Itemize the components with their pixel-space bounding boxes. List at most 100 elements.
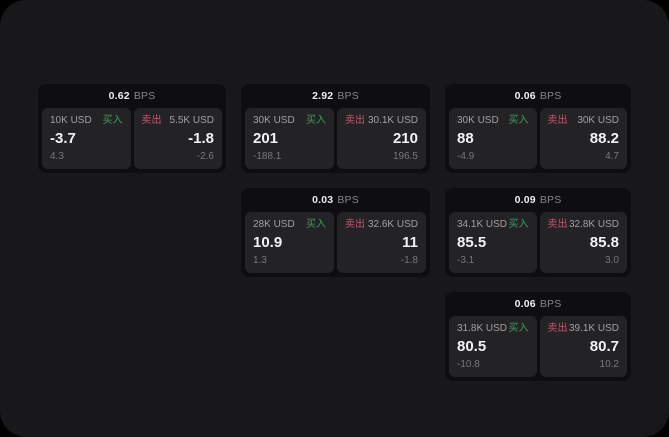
buy-tag: 买入 <box>508 323 529 334</box>
buy-amount-label: 10K USD <box>50 115 92 126</box>
buy-panel-top: 10K USD 买入 <box>50 115 123 127</box>
sell-panel[interactable]: 卖出 30K USD 88.2 4.7 <box>539 108 627 169</box>
buy-panel-top: 34.1K USD 买入 <box>457 219 529 231</box>
sell-value: 210 <box>392 130 418 147</box>
bps-unit-label: BPS <box>539 90 562 102</box>
card-body: 10K USD 买入 -3.7 4.3 卖出 5.5K USD -1.8 -2.… <box>38 108 226 173</box>
quote-card: 0.06 BPS 30K USD 买入 88 -4.9 卖出 <box>445 84 631 173</box>
sell-tag: 卖出 <box>547 115 568 126</box>
bps-value: 0.06 <box>514 298 536 310</box>
bps-unit-label: BPS <box>539 298 562 310</box>
buy-panel[interactable]: 28K USD 买入 10.9 1.3 <box>245 212 334 273</box>
buy-tag: 买入 <box>306 219 326 230</box>
buy-sub-value: 4.3 <box>50 151 64 162</box>
card-body: 31.8K USD 买入 80.5 -10.8 卖出 39.1K USD 80.… <box>445 316 631 381</box>
bps-unit-label: BPS <box>539 194 562 206</box>
buy-tag: 买入 <box>508 115 529 126</box>
buy-value: 85.5 <box>457 234 487 251</box>
sell-amount-label: 30.1K USD <box>367 115 418 126</box>
sell-panel[interactable]: 卖出 32.8K USD 85.8 3.0 <box>539 212 627 273</box>
bps-unit-label: BPS <box>337 90 359 102</box>
buy-panel-top: 30K USD 买入 <box>253 115 326 127</box>
sell-panel[interactable]: 卖出 30.1K USD 210 196.5 <box>337 108 426 169</box>
sell-panel-top: 卖出 30K USD <box>548 115 620 127</box>
buy-amount-label: 30K USD <box>457 115 499 126</box>
card-header: 0.62 BPS <box>38 84 226 108</box>
card-header: 0.06 BPS <box>445 84 631 108</box>
sell-amount-label: 30K USD <box>577 115 619 126</box>
buy-panel-top: 31.8K USD 买入 <box>457 323 529 335</box>
bps-value: 2.92 <box>312 90 334 102</box>
sell-tag: 卖出 <box>345 115 365 126</box>
bps-value: 0.06 <box>514 90 536 102</box>
buy-panel[interactable]: 31.8K USD 买入 80.5 -10.8 <box>449 316 537 377</box>
buy-value: 201 <box>253 130 279 147</box>
card-header: 0.03 BPS <box>241 188 430 212</box>
bps-unit-label: BPS <box>337 194 359 206</box>
buy-value: 10.9 <box>253 234 283 251</box>
buy-panel[interactable]: 30K USD 买入 88 -4.9 <box>449 108 537 169</box>
quote-card: 0.03 BPS 28K USD 买入 10.9 1.3 卖出 <box>241 188 430 277</box>
buy-panel-top: 30K USD 买入 <box>457 115 529 127</box>
buy-amount-label: 34.1K USD <box>457 219 508 230</box>
sell-sub-value: -1.8 <box>400 255 418 266</box>
buy-value: 88 <box>457 130 474 147</box>
quote-card: 0.62 BPS 10K USD 买入 -3.7 4.3 卖出 <box>38 84 226 173</box>
sell-amount-label: 32.8K USD <box>568 219 619 230</box>
card-body: 34.1K USD 买入 85.5 -3.1 卖出 32.8K USD 85.8… <box>445 212 631 277</box>
sell-value: 88.2 <box>589 130 619 147</box>
card-header: 0.06 BPS <box>445 292 631 316</box>
sell-panel[interactable]: 卖出 39.1K USD 80.7 10.2 <box>539 316 627 377</box>
quote-card-grid: 0.62 BPS 10K USD 买入 -3.7 4.3 卖出 <box>38 84 631 381</box>
buy-sub-value: -4.9 <box>457 151 475 162</box>
sell-value: -1.8 <box>188 130 214 147</box>
buy-sub-value: 1.3 <box>253 255 267 266</box>
buy-sub-value: -188.1 <box>253 151 282 162</box>
buy-panel[interactable]: 30K USD 买入 201 -188.1 <box>245 108 334 169</box>
sell-panel-top: 卖出 32.8K USD <box>548 219 620 231</box>
buy-sub-value: -3.1 <box>457 255 475 266</box>
sell-sub-value: 3.0 <box>605 255 619 266</box>
buy-panel[interactable]: 10K USD 买入 -3.7 4.3 <box>42 108 131 169</box>
buy-panel[interactable]: 34.1K USD 买入 85.5 -3.1 <box>449 212 537 273</box>
card-body: 30K USD 买入 201 -188.1 卖出 30.1K USD 210 1… <box>241 108 430 173</box>
quote-card: 2.92 BPS 30K USD 买入 201 -188.1 卖出 <box>241 84 430 173</box>
bps-value: 0.62 <box>108 90 130 102</box>
buy-panel-top: 28K USD 买入 <box>253 219 326 231</box>
sell-amount-label: 39.1K USD <box>568 323 619 334</box>
buy-amount-label: 30K USD <box>253 115 295 126</box>
quote-card: 0.06 BPS 31.8K USD 买入 80.5 -10.8 卖 <box>445 292 631 381</box>
card-body: 30K USD 买入 88 -4.9 卖出 30K USD 88.2 4.7 <box>445 108 631 173</box>
card-body: 28K USD 买入 10.9 1.3 卖出 32.6K USD 11 -1.8 <box>241 212 430 277</box>
sell-tag: 卖出 <box>547 219 568 230</box>
sell-sub-value: 196.5 <box>392 151 418 162</box>
buy-tag: 买入 <box>508 219 529 230</box>
sell-panel-top: 卖出 30.1K USD <box>345 115 418 127</box>
sell-amount-label: 32.6K USD <box>367 219 418 230</box>
sell-tag: 卖出 <box>345 219 365 230</box>
buy-value: -3.7 <box>50 130 76 147</box>
sell-panel-top: 卖出 39.1K USD <box>548 323 620 335</box>
buy-value: 80.5 <box>457 338 487 355</box>
buy-amount-label: 28K USD <box>253 219 295 230</box>
buy-tag: 买入 <box>306 115 326 126</box>
buy-amount-label: 31.8K USD <box>457 323 508 334</box>
sell-tag: 卖出 <box>547 323 568 334</box>
sell-panel-top: 卖出 32.6K USD <box>345 219 418 231</box>
card-header: 2.92 BPS <box>241 84 430 108</box>
quote-card: 0.09 BPS 34.1K USD 买入 85.5 -3.1 卖出 <box>445 188 631 277</box>
sell-sub-value: 10.2 <box>599 359 619 370</box>
sell-panel[interactable]: 卖出 32.6K USD 11 -1.8 <box>337 212 426 273</box>
bps-value: 0.03 <box>312 194 334 206</box>
sell-value: 80.7 <box>589 338 619 355</box>
sell-panel[interactable]: 卖出 5.5K USD -1.8 -2.6 <box>133 108 222 169</box>
sell-value: 85.8 <box>589 234 619 251</box>
sell-value: 11 <box>402 234 418 251</box>
sell-panel-top: 卖出 5.5K USD <box>142 115 215 127</box>
buy-sub-value: -10.8 <box>457 359 480 370</box>
buy-tag: 买入 <box>102 115 123 126</box>
bps-unit-label: BPS <box>133 90 156 102</box>
sell-sub-value: -2.6 <box>196 151 214 162</box>
sell-sub-value: 4.7 <box>605 151 619 162</box>
